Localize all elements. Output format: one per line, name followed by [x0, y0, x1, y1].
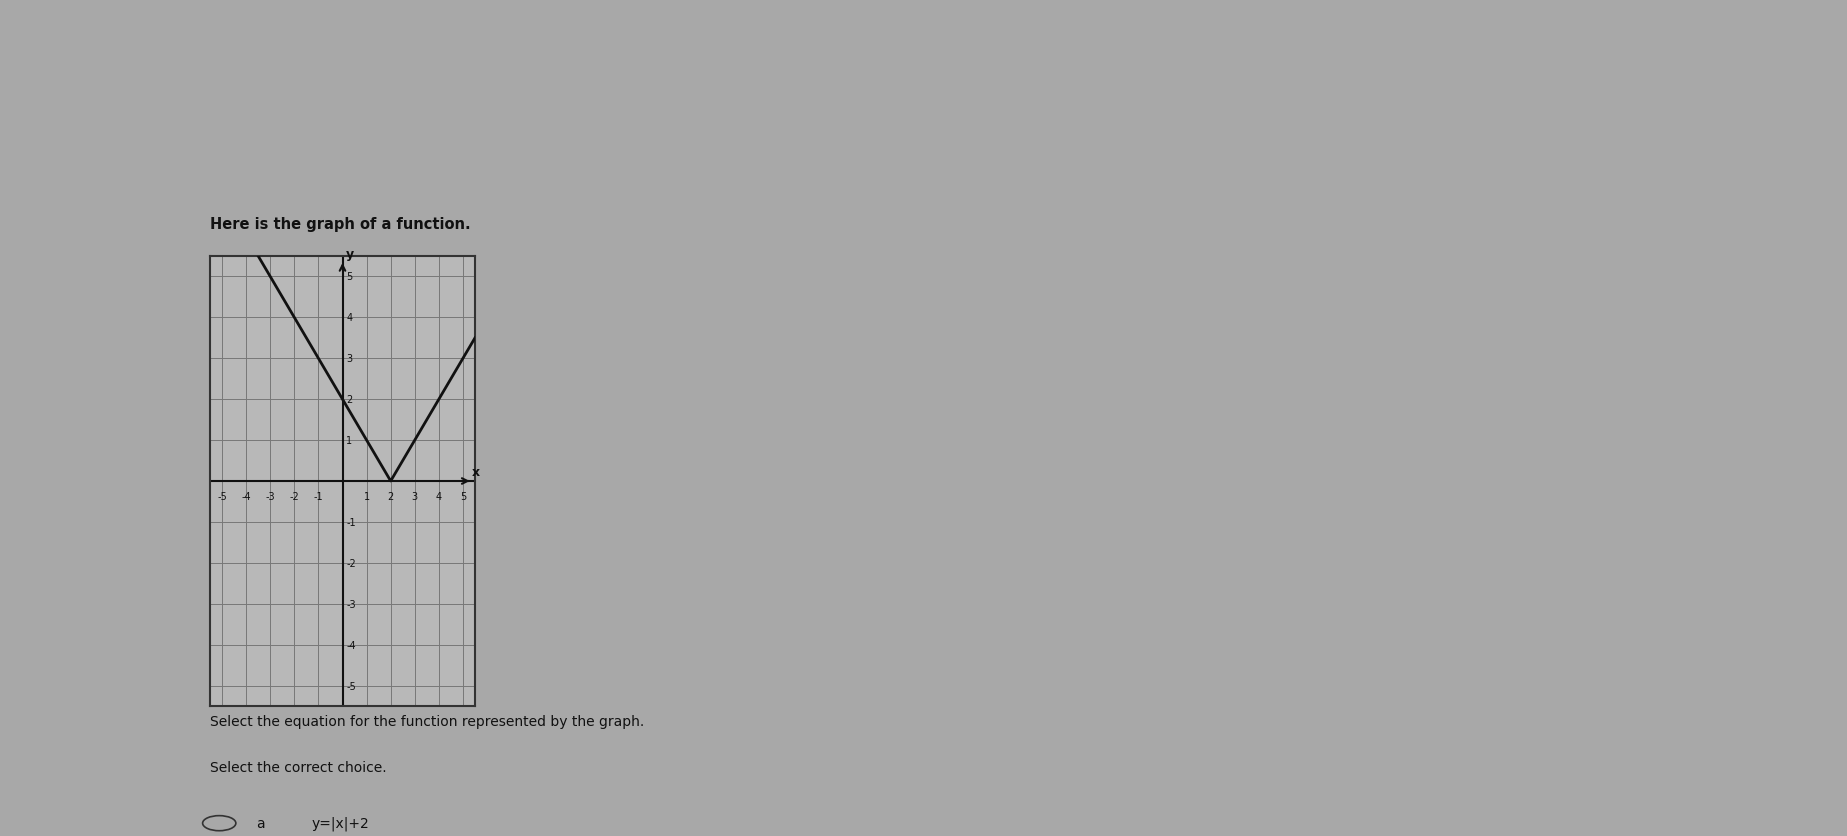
Text: x: x	[473, 466, 480, 478]
Text: a: a	[257, 816, 264, 830]
Text: y=|x|+2: y=|x|+2	[312, 816, 369, 830]
Text: 3: 3	[412, 492, 417, 502]
Text: -3: -3	[266, 492, 275, 502]
Text: y: y	[345, 248, 353, 261]
Text: 5: 5	[460, 492, 465, 502]
Text: -4: -4	[345, 640, 356, 650]
Text: 5: 5	[345, 273, 353, 282]
Text: 2: 2	[388, 492, 393, 502]
Text: Select the correct choice.: Select the correct choice.	[211, 761, 386, 774]
Text: 4: 4	[345, 313, 353, 323]
Text: -1: -1	[345, 517, 356, 528]
Text: 4: 4	[436, 492, 441, 502]
Text: -4: -4	[242, 492, 251, 502]
Text: -3: -3	[345, 599, 356, 609]
Text: 2: 2	[345, 395, 353, 405]
Text: Select the equation for the function represented by the graph.: Select the equation for the function rep…	[211, 715, 645, 728]
Text: -5: -5	[345, 681, 356, 691]
Text: -1: -1	[314, 492, 323, 502]
Text: 1: 1	[345, 436, 353, 446]
Text: Here is the graph of a function.: Here is the graph of a function.	[211, 217, 471, 232]
Text: -2: -2	[345, 558, 356, 568]
Text: -5: -5	[218, 492, 227, 502]
Text: -2: -2	[290, 492, 299, 502]
Text: 3: 3	[345, 354, 353, 364]
Text: 1: 1	[364, 492, 369, 502]
